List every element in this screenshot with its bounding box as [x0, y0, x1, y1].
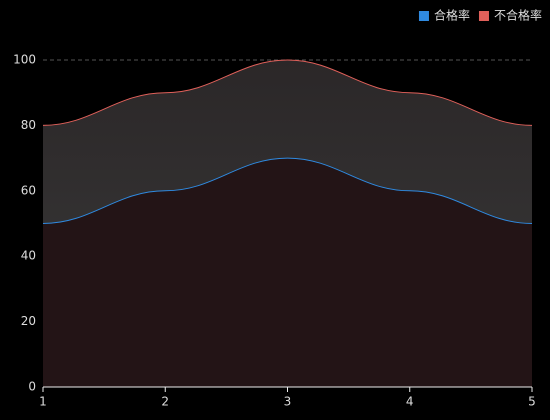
y-tick-label: 60	[21, 183, 36, 197]
y-tick-label: 40	[21, 249, 36, 263]
x-tick-label: 3	[284, 395, 292, 409]
series-line	[42, 59, 533, 126]
legend-label: 不合格率	[494, 8, 542, 23]
y-tick-label: 20	[21, 314, 36, 328]
x-tick-label: 4	[406, 395, 414, 409]
legend-label: 合格率	[434, 8, 470, 23]
x-tick-label: 5	[528, 395, 536, 409]
y-tick-label: 80	[21, 118, 36, 132]
y-tick-label: 0	[28, 380, 36, 394]
legend-swatch	[478, 11, 489, 21]
y-tick-label: 100	[13, 53, 36, 67]
series-line	[42, 157, 533, 224]
x-tick-label: 2	[161, 395, 169, 409]
area-fill	[43, 158, 532, 387]
x-tick-label: 1	[39, 395, 47, 409]
legend-swatch	[418, 11, 429, 21]
